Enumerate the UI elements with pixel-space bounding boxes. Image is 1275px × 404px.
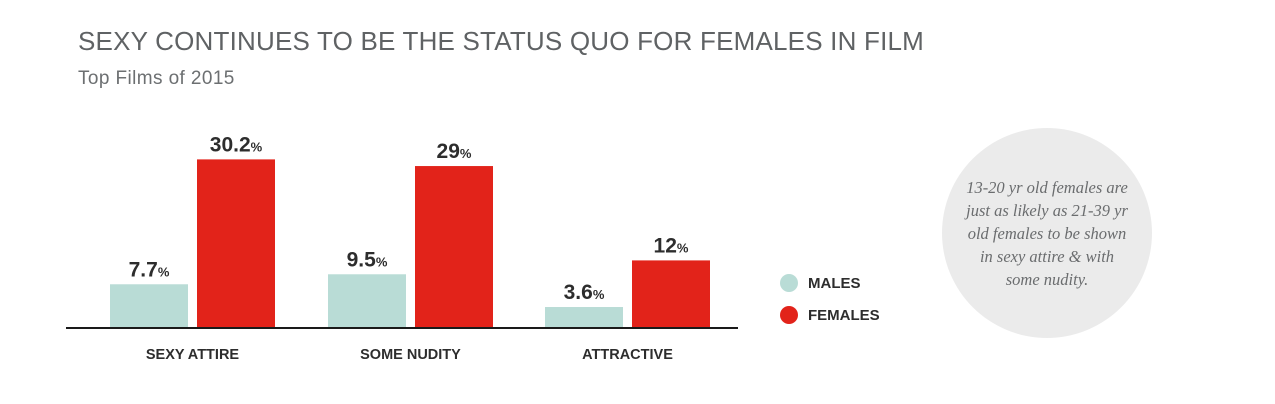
data-label-females-3: 12% xyxy=(654,234,689,257)
data-label-value: 30.2 xyxy=(210,133,251,156)
chart-subtitle: Top Films of 2015 xyxy=(78,68,235,89)
bar-females-3 xyxy=(632,260,710,327)
data-label-unit: % xyxy=(251,139,263,154)
legend-label-females: FEMALES xyxy=(808,306,880,324)
data-label-unit: % xyxy=(460,146,472,161)
note-callout: 13-20 yr old females are just as likely … xyxy=(942,128,1152,338)
data-label-value: 3.6 xyxy=(564,281,593,304)
category-label-2: SOME NUDITY xyxy=(360,347,461,363)
legend-item-males: MALES xyxy=(780,272,880,294)
data-label-unit: % xyxy=(158,264,170,279)
bar-males-1 xyxy=(110,284,188,327)
legend-item-females: FEMALES xyxy=(780,304,880,326)
data-label-unit: % xyxy=(593,287,605,302)
data-label-males-2: 9.5% xyxy=(347,248,388,271)
note-text: 13-20 yr old females are just as likely … xyxy=(966,177,1128,289)
bar-males-3 xyxy=(545,307,623,327)
chart-title: SEXY CONTINUES TO BE THE STATUS QUO FOR … xyxy=(78,26,925,56)
category-label-1: SEXY ATTIRE xyxy=(146,347,240,363)
data-label-value: 9.5 xyxy=(347,248,377,271)
legend-swatch-females xyxy=(780,306,798,324)
data-label-males-1: 7.7% xyxy=(129,258,170,281)
legend: MALES FEMALES xyxy=(780,272,880,336)
bar-males-2 xyxy=(328,274,406,327)
data-label-value: 12 xyxy=(654,234,677,257)
category-label-3: ATTRACTIVE xyxy=(582,347,673,363)
data-label-females-1: 30.2% xyxy=(210,133,263,156)
data-label-unit: % xyxy=(677,240,689,255)
data-label-females-2: 29% xyxy=(437,140,472,163)
bar-females-1 xyxy=(197,159,275,327)
bar-females-2 xyxy=(415,166,493,327)
data-label-value: 29 xyxy=(437,140,460,163)
data-label-males-3: 3.6% xyxy=(564,281,605,304)
legend-swatch-males xyxy=(780,274,798,292)
data-label-unit: % xyxy=(376,254,388,269)
data-label-value: 7.7 xyxy=(129,258,158,281)
legend-label-males: MALES xyxy=(808,274,861,292)
